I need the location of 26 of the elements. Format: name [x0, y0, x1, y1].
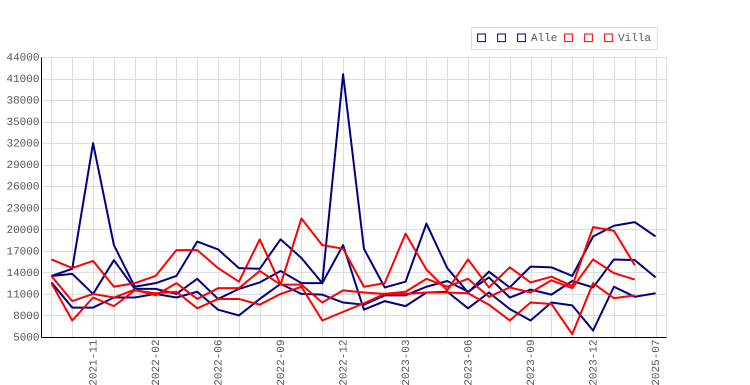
y-tick-label: 8000	[13, 310, 40, 323]
x-tick-label: 2023-09	[526, 340, 538, 385]
y-tick-label: 35000	[6, 117, 40, 130]
x-tick-label: 2022-12	[338, 340, 351, 385]
y-tick-label: 23000	[6, 203, 40, 216]
y-tick-label: 11000	[6, 289, 40, 302]
x-tick-label: 2023-03	[401, 340, 414, 385]
y-tick-label: 29000	[6, 160, 40, 172]
y-tick-label: 5000	[13, 332, 40, 344]
y-tick-label: 38000	[6, 96, 40, 108]
x-tick-label: 2022-09	[276, 340, 288, 385]
legend-label: Villa	[618, 32, 652, 45]
x-tick-label: 2022-06	[214, 340, 226, 385]
x-tick-label: 2021-11	[88, 339, 101, 385]
y-tick-label: 32000	[6, 138, 40, 151]
y-tick-label: 44000	[6, 52, 40, 64]
y-tick-label: 26000	[6, 182, 40, 194]
x-tick-label: 2023-12	[588, 340, 601, 385]
y-tick-label: 20000	[6, 224, 40, 237]
legend-label: Alle	[531, 32, 558, 45]
x-tick-label: 2022-02	[151, 340, 164, 385]
x-tick-label: 2025-07	[651, 340, 664, 385]
y-tick-label: 41000	[6, 74, 40, 86]
y-tick-label: 14000	[6, 268, 40, 280]
x-tick-label: 2023-06	[464, 340, 476, 385]
y-tick-label: 17000	[6, 246, 40, 258]
